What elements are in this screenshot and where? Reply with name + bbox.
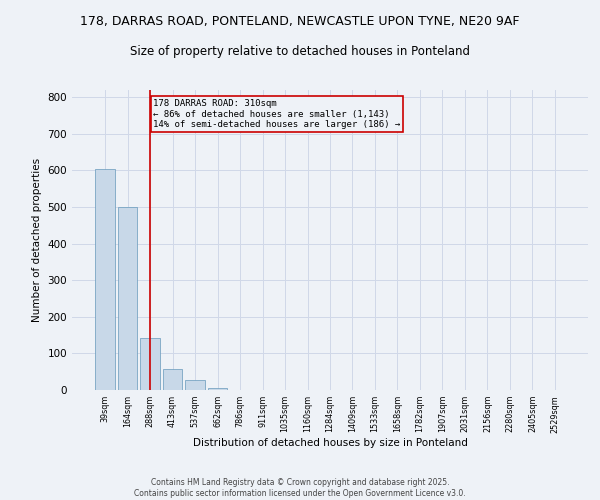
- Text: Size of property relative to detached houses in Ponteland: Size of property relative to detached ho…: [130, 45, 470, 58]
- Bar: [208, 388, 227, 390]
- Bar: [118, 207, 137, 390]
- Text: 178 DARRAS ROAD: 310sqm
← 86% of detached houses are smaller (1,143)
14% of semi: 178 DARRAS ROAD: 310sqm ← 86% of detache…: [154, 99, 401, 129]
- Bar: [185, 380, 205, 390]
- Y-axis label: Number of detached properties: Number of detached properties: [32, 158, 42, 322]
- Bar: [95, 168, 115, 390]
- Text: 178, DARRAS ROAD, PONTELAND, NEWCASTLE UPON TYNE, NE20 9AF: 178, DARRAS ROAD, PONTELAND, NEWCASTLE U…: [80, 15, 520, 28]
- Bar: [140, 338, 160, 390]
- Bar: [163, 369, 182, 390]
- Text: Contains HM Land Registry data © Crown copyright and database right 2025.
Contai: Contains HM Land Registry data © Crown c…: [134, 478, 466, 498]
- X-axis label: Distribution of detached houses by size in Ponteland: Distribution of detached houses by size …: [193, 438, 467, 448]
